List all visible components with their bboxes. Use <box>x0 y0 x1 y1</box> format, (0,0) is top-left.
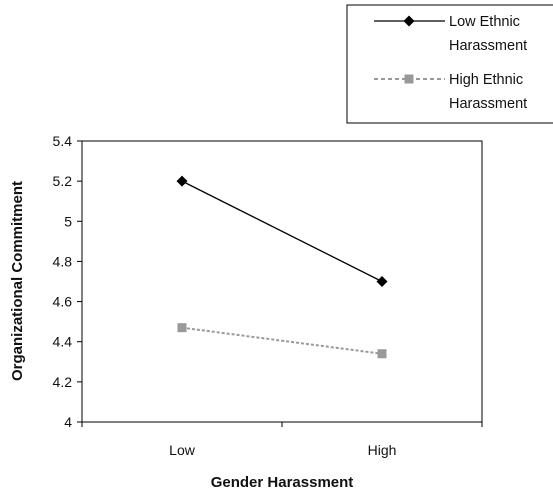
x-tick-label: Low <box>169 442 196 458</box>
y-tick-label: 5.2 <box>53 173 73 189</box>
y-tick-label: 4.4 <box>53 334 73 350</box>
legend-label-high-ethnic-line2: Harassment <box>449 96 527 112</box>
y-tick-label: 4.6 <box>53 294 73 310</box>
legend-entry-high-ethnic: High Ethnic Harassment <box>374 72 527 112</box>
legend: Low Ethnic Harassment High Ethnic Harass… <box>346 4 553 124</box>
data-point-diamond <box>176 175 188 187</box>
legend-marker-diamond-icon <box>403 15 415 27</box>
legend-entry-low-ethnic: Low Ethnic Harassment <box>374 14 527 54</box>
y-axis-title: Organizational Commitment <box>9 181 26 381</box>
x-axis: Low High <box>81 422 483 458</box>
plot-area <box>81 140 483 423</box>
series-line-0 <box>181 180 383 283</box>
data-point-diamond <box>376 276 388 287</box>
legend-box <box>346 4 553 124</box>
y-tick-label: 5 <box>64 213 72 229</box>
x-axis-title: Gender Harassment <box>211 474 354 491</box>
legend-marker-square-icon <box>404 74 414 84</box>
series-line-1 <box>181 326 383 355</box>
y-tick-label: 5.4 <box>53 133 73 149</box>
legend-label-high-ethnic-line1: High Ethnic <box>449 72 523 88</box>
x-tick-label: High <box>368 442 397 458</box>
y-axis: 4 4.2 4.4 4.6 4.8 5 5.2 5.4 <box>53 133 82 430</box>
y-tick-label: 4.8 <box>53 253 73 269</box>
data-point-square <box>377 349 387 359</box>
legend-label-low-ethnic-line1: Low Ethnic <box>449 14 520 30</box>
data-point-square <box>177 323 187 333</box>
y-tick-label: 4.2 <box>53 374 73 390</box>
legend-label-low-ethnic-line2: Harassment <box>449 38 527 54</box>
y-tick-label: 4 <box>64 414 72 430</box>
series-layer <box>176 175 388 359</box>
